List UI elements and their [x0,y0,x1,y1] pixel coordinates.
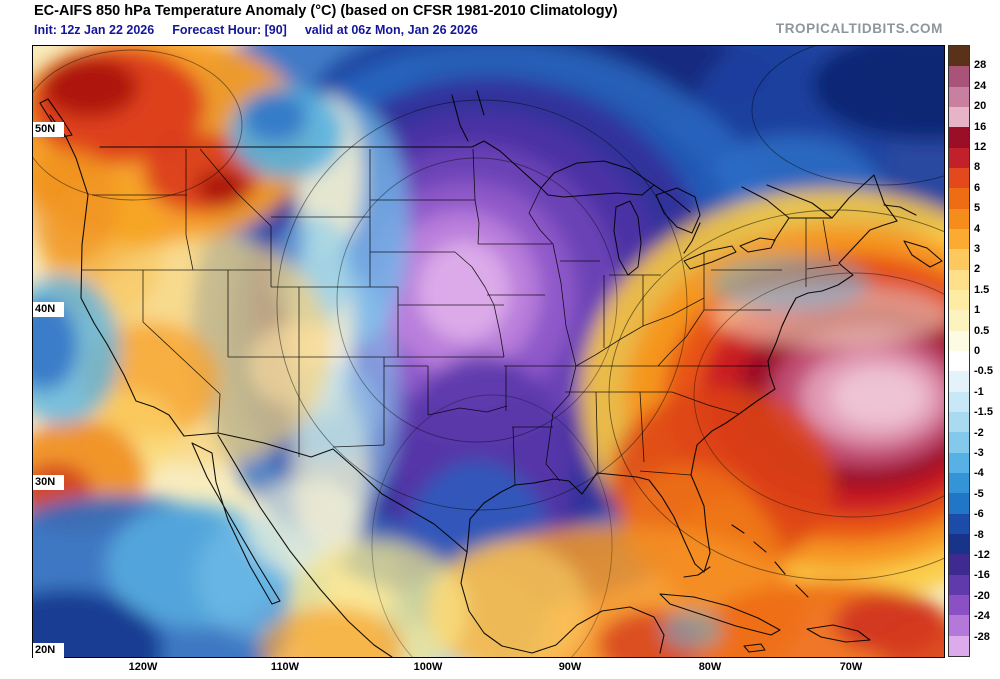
colorbar-segment [949,554,969,575]
colorbar-segment [949,208,969,229]
lat-label-40n: 40N [33,302,64,317]
colorbar-segment [949,594,969,616]
colorbar-label: 0.5 [974,324,990,337]
colorbar-label: -24 [974,610,990,623]
colorbar-segment [949,432,969,453]
colorbar-labels: 28 24 20 16 12 8 6 5 4 3 2 1.5 1 0.5 0 -0.5 -1 -1.5 -2 -3 -4… [974,45,1000,657]
map-subtitle: Init: 12z Jan 22 2026 Forecast Hour: [90… [34,23,478,37]
colorbar-label: -6 [974,508,984,521]
colorbar-segment [949,228,969,250]
lon-label-120w: 120W [128,661,158,673]
colorbar-segment [949,472,969,494]
colorbar-segment [949,493,969,514]
colorbar-segment [949,310,969,331]
colorbar-label: -4 [974,467,984,480]
colorbar-label: 12 [974,141,987,153]
watermark: TROPICALTIDBITS.COM [775,21,943,36]
colorbar-label: -3 [974,447,984,459]
colorbar [948,45,970,657]
colorbar-label: -1 [974,385,984,398]
field-contours [32,45,945,658]
colorbar-segment [949,269,969,290]
colorbar-segment [949,167,969,189]
colorbar-label: 5 [974,202,981,215]
colorbar-segment [949,330,969,351]
colorbar-segment [949,533,969,555]
colorbar-label: 4 [974,222,981,235]
colorbar-label: 16 [974,120,987,133]
colorbar-segment [949,411,969,433]
great-lakes [540,160,776,276]
anomaly-map [32,45,945,658]
colorbar-label: 0 [974,345,981,357]
colorbar-segment [949,615,969,636]
colorbar-segment [949,66,969,87]
colorbar-label: -2 [974,426,984,439]
lat-label-30n: 30N [33,475,64,490]
map-title: EC-AIFS 850 hPa Temperature Anomaly (°C)… [34,3,618,19]
colorbar-label: -28 [974,630,990,643]
lon-label-70w: 70W [839,661,863,673]
anomaly-field [32,45,945,658]
forecast-hour: Forecast Hour: [90] [172,23,287,37]
colorbar-label: 24 [974,79,987,92]
colorbar-label: 1 [974,304,981,317]
colorbar-label: 3 [974,243,981,255]
valid-time: valid at 06z Mon, Jan 26 2026 [304,23,478,37]
colorbar-segment [949,127,969,148]
colorbar-segment [949,86,969,107]
colorbar-segment [949,106,969,128]
colorbar-label: -1.5 [974,406,993,419]
init-time: Init: 12z Jan 22 2026 [34,23,155,37]
colorbar-segment [949,391,969,412]
state-borders [82,148,840,486]
colorbar-segment [949,452,969,473]
lon-label-100w: 100W [413,661,443,673]
colorbar-segment [949,46,969,67]
lat-label-20n: 20N [33,643,64,658]
colorbar-label: 2 [974,263,981,276]
colorbar-label: 20 [974,100,987,113]
colorbar-label: -12 [974,549,990,561]
colorbar-label: 8 [974,161,981,174]
lat-label-50n: 50N [33,122,64,137]
colorbar-label: -5 [974,487,984,500]
colorbar-label: -0.5 [974,365,993,378]
colorbar-segment [949,249,969,270]
colorbar-label: -20 [974,589,990,602]
lon-label-80w: 80W [698,661,722,673]
colorbar-segment [949,371,969,392]
lon-label-90w: 90W [558,661,582,673]
colorbar-label: 28 [974,59,987,72]
colorbar-label: 6 [974,181,981,194]
colorbar-segment [949,574,969,595]
colorbar-segment [949,188,969,209]
colorbar-segment [949,350,969,372]
colorbar-segment [949,289,969,311]
colorbar-segment [949,147,969,168]
colorbar-label: -8 [974,528,984,541]
colorbar-segment [949,513,969,534]
colorbar-label: 1.5 [974,283,990,296]
colorbar-label: -16 [974,569,990,582]
lon-label-110w: 110W [270,661,300,673]
colorbar-segment [949,635,969,656]
